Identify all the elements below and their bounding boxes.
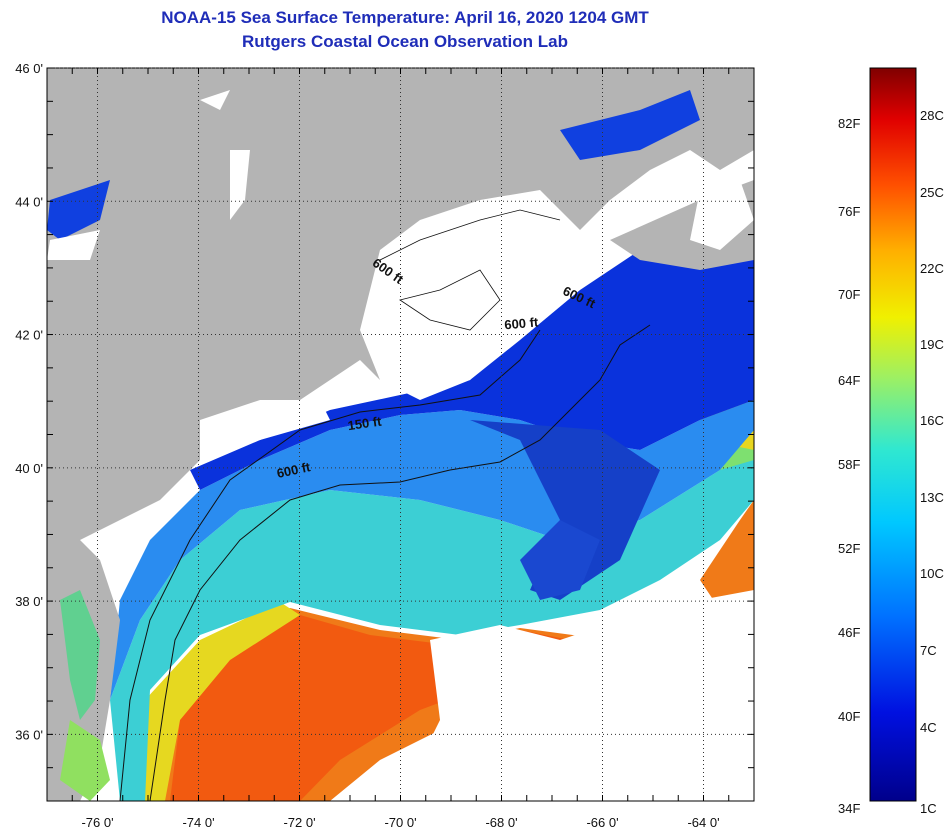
colorbar-fahrenheit-label: 58F — [838, 457, 861, 473]
depth-contour-600ft — [149, 324, 651, 801]
colorbar-celsius-label: 1C — [920, 801, 937, 816]
lon-tick-label: -72 0' — [283, 815, 315, 830]
colorbar-fahrenheit-label: 70F — [838, 287, 861, 303]
colorbar-fahrenheit-label: 34F — [838, 801, 861, 816]
contour-label: 150 ft — [347, 413, 383, 433]
longitude-labels: -76 0' -74 0' -72 0' -70 0' -68 0' -66 0' -64 … — [81, 815, 719, 830]
colorbar-celsius-label: 7C — [920, 642, 937, 658]
map-title: NOAA-15 Sea Surface Temperature: April 1… — [161, 8, 649, 27]
contour-label: 600 ft — [275, 459, 312, 481]
lon-tick-label: -68 0' — [485, 815, 517, 830]
contour-label: 600 ft — [504, 314, 540, 332]
lat-tick-label: 40 0' — [15, 461, 43, 476]
colorbar-celsius-label: 13C — [920, 489, 944, 505]
map-plot-area — [47, 68, 754, 801]
lat-tick-label: 36 0' — [15, 727, 43, 742]
lat-tick-label: 38 0' — [15, 594, 43, 609]
axis-ticks — [46, 67, 755, 802]
depth-contour-150ft — [119, 329, 541, 801]
lon-tick-label: -70 0' — [384, 815, 416, 830]
colorbar-fahrenheit-label: 52F — [838, 540, 861, 556]
lon-tick-label: -74 0' — [182, 815, 214, 830]
colorbar-celsius-label: 4C — [920, 719, 937, 735]
lat-tick-label: 46 0' — [15, 61, 43, 76]
cold-water-region — [190, 210, 754, 490]
colorbar-celsius-label: 16C — [920, 413, 944, 429]
lon-tick-label: -66 0' — [586, 815, 618, 830]
lon-tick-label: -76 0' — [81, 815, 113, 830]
lat-tick-label: 44 0' — [15, 194, 43, 209]
colorbar-celsius-label: 22C — [920, 260, 944, 276]
colorbar — [869, 67, 917, 802]
colorbar-fahrenheit-label: 76F — [838, 203, 861, 219]
colorbar-fahrenheit-label: 82F — [838, 116, 861, 132]
mid-water-region — [110, 430, 754, 801]
colorbar-fahrenheit-label: 64F — [838, 372, 861, 388]
colorbar-celsius-label: 28C — [920, 108, 944, 124]
colorbar-fahrenheit-label: 46F — [838, 625, 861, 641]
colorbar-celsius-label: 25C — [920, 184, 944, 200]
colorbar-fahrenheit-label: 40F — [838, 708, 861, 724]
lat-tick-label: 42 0' — [15, 328, 43, 343]
colorbar-celsius-label: 19C — [920, 337, 944, 353]
latitude-labels: 46 0' 44 0' 42 0' 40 0' 38 0' 36 0' — [15, 61, 43, 742]
lon-tick-label: -64 0' — [687, 815, 719, 830]
colorbar-celsius-label: 10C — [920, 565, 944, 581]
warm-fringe — [140, 602, 300, 801]
map-subtitle: Rutgers Coastal Ocean Observation Lab — [242, 32, 568, 51]
land-mass — [47, 68, 754, 540]
